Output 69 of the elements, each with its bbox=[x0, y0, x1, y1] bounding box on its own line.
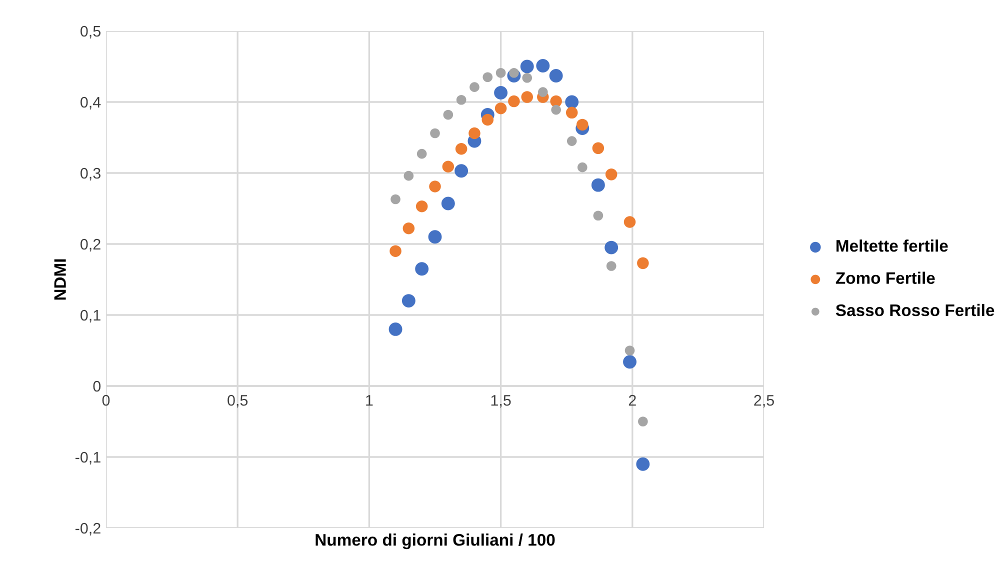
y-tick-label: -0,2 bbox=[75, 522, 100, 536]
y-tick-label: 0,5 bbox=[80, 26, 100, 38]
point bbox=[522, 72, 532, 83]
x-tick-label: 1,5 bbox=[491, 395, 511, 408]
point bbox=[390, 245, 402, 257]
point bbox=[430, 128, 440, 138]
point bbox=[536, 59, 550, 73]
point bbox=[624, 216, 636, 228]
y-tick-label: 0,2 bbox=[80, 238, 100, 252]
point bbox=[566, 106, 578, 119]
point bbox=[591, 178, 605, 192]
point bbox=[442, 160, 454, 172]
point bbox=[520, 60, 534, 74]
point bbox=[623, 355, 636, 369]
point bbox=[468, 127, 480, 140]
legend-label: Zomo Fertile bbox=[836, 272, 935, 284]
x-tick-label: 2,5 bbox=[754, 394, 774, 408]
point bbox=[402, 294, 416, 308]
point bbox=[636, 457, 650, 471]
point bbox=[606, 261, 616, 271]
point bbox=[456, 94, 466, 105]
point bbox=[443, 110, 454, 120]
point bbox=[638, 416, 648, 426]
point bbox=[521, 91, 534, 103]
y-axis-title: NDMI bbox=[54, 259, 66, 300]
legend-label: Meltette fertile bbox=[836, 240, 948, 252]
point bbox=[576, 118, 588, 131]
point bbox=[496, 68, 506, 78]
y-tick-label: -0,1 bbox=[75, 452, 100, 464]
point bbox=[494, 86, 508, 100]
point bbox=[624, 346, 635, 356]
y-tick-label: 0 bbox=[93, 380, 101, 392]
point bbox=[604, 240, 618, 254]
point bbox=[470, 82, 480, 92]
x-tick-label: 1 bbox=[366, 395, 373, 406]
point bbox=[508, 95, 520, 108]
point bbox=[482, 72, 493, 82]
x-tick-label: 0 bbox=[102, 394, 110, 406]
y-tick-label: 0,1 bbox=[80, 310, 100, 322]
point bbox=[455, 142, 468, 155]
point bbox=[566, 136, 577, 146]
legend-label: Sasso Rosso Fertile bbox=[836, 304, 994, 316]
point bbox=[577, 162, 588, 172]
point bbox=[415, 262, 429, 276]
point bbox=[565, 95, 579, 109]
point bbox=[428, 230, 442, 244]
point bbox=[538, 87, 548, 97]
point bbox=[390, 194, 400, 204]
x-tick-label: 0,5 bbox=[228, 394, 248, 408]
point bbox=[605, 168, 618, 180]
x-axis-title: Numero di giorni Giuliani / 100 bbox=[316, 534, 555, 550]
x-tick-label: 2 bbox=[628, 394, 636, 406]
point bbox=[494, 102, 507, 114]
y-tick-label: 0,4 bbox=[80, 96, 101, 110]
point bbox=[592, 142, 604, 154]
point bbox=[441, 196, 455, 210]
point bbox=[429, 180, 441, 192]
point bbox=[482, 114, 494, 126]
point bbox=[454, 164, 468, 178]
point bbox=[549, 68, 563, 82]
point bbox=[551, 104, 561, 115]
point bbox=[404, 170, 414, 181]
point bbox=[637, 257, 649, 270]
point bbox=[593, 210, 604, 221]
point bbox=[388, 322, 402, 336]
point bbox=[402, 222, 415, 234]
point bbox=[416, 200, 428, 212]
point bbox=[416, 148, 427, 159]
y-tick-label: 0,3 bbox=[80, 168, 100, 180]
